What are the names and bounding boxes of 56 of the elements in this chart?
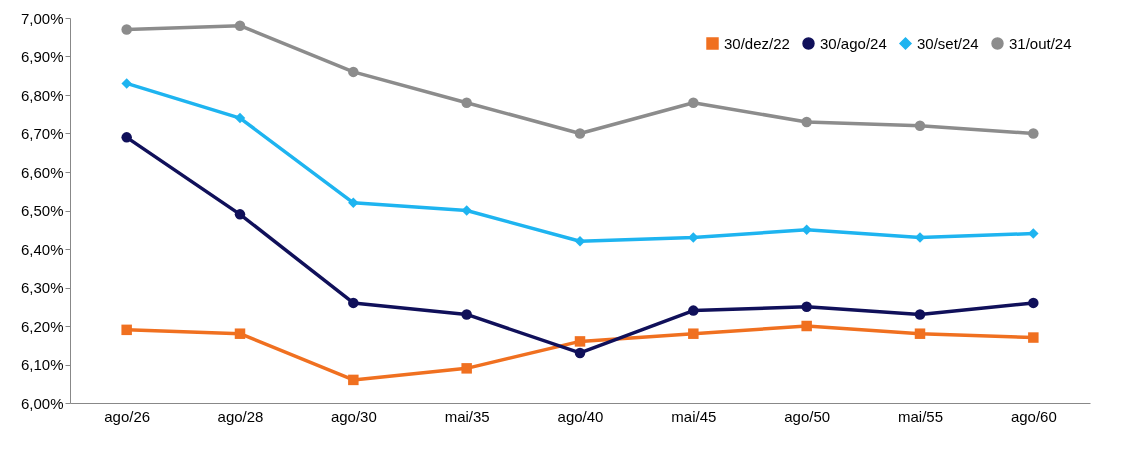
- legend-label: 30/set/24: [917, 34, 979, 52]
- y-tick-label: 6,30%: [20, 279, 64, 296]
- x-tick-label: mai/35: [444, 407, 490, 425]
- point: [1028, 332, 1039, 343]
- y-tick-label: 6,10%: [20, 356, 64, 373]
- point: [348, 374, 359, 386]
- x-tick-label: mai/45: [671, 407, 717, 425]
- y-tick-label: 6,80%: [20, 86, 64, 104]
- point: [574, 128, 586, 139]
- point: [121, 132, 132, 143]
- x-tick-label: ago/28: [217, 407, 264, 425]
- x-tick-label: mai/55: [897, 407, 944, 425]
- point: [348, 197, 359, 209]
- point: [461, 309, 472, 320]
- point: [688, 305, 699, 316]
- point: [461, 363, 472, 374]
- point: [801, 301, 812, 312]
- x-tick-label: ago/50: [784, 407, 831, 425]
- legend-label: 31/out/24: [1009, 34, 1072, 52]
- point: [688, 328, 699, 339]
- point: [1028, 297, 1039, 309]
- point: [801, 320, 812, 332]
- legend-label: 30/dez/22: [724, 34, 790, 52]
- y-tick-label: 6,20%: [20, 317, 64, 335]
- x-tick-label: ago/30: [330, 407, 377, 425]
- point: [688, 97, 699, 108]
- point: [121, 324, 132, 336]
- y-tick-label: 6,90%: [20, 48, 64, 65]
- point: [121, 24, 132, 35]
- point: [574, 347, 586, 359]
- point: [801, 224, 812, 235]
- y-tick-label: 6,40%: [20, 240, 64, 258]
- point: [1028, 228, 1039, 239]
- point: [1028, 128, 1039, 139]
- point: [914, 328, 926, 339]
- y-tick-label: 6,70%: [20, 125, 64, 142]
- point: [234, 328, 246, 339]
- point: [234, 112, 246, 124]
- point: [234, 209, 246, 220]
- point: [461, 97, 472, 108]
- point: [801, 116, 812, 128]
- y-tick-label: 6,00%: [20, 394, 64, 412]
- point: [574, 336, 586, 347]
- legend-label: 30/ago/24: [820, 34, 887, 52]
- point: [348, 66, 359, 78]
- x-tick-label: ago/60: [1010, 407, 1057, 425]
- x-tick-label: ago/40: [557, 407, 604, 425]
- x-tick-label: ago/26: [104, 407, 151, 425]
- point: [121, 78, 132, 89]
- y-tick-label: 6,60%: [20, 163, 64, 181]
- point: [914, 120, 926, 132]
- point: [348, 297, 359, 309]
- point: [914, 309, 926, 320]
- point: [234, 20, 246, 31]
- y-tick-label: 7,00%: [20, 9, 64, 27]
- y-tick-label: 6,50%: [20, 202, 64, 219]
